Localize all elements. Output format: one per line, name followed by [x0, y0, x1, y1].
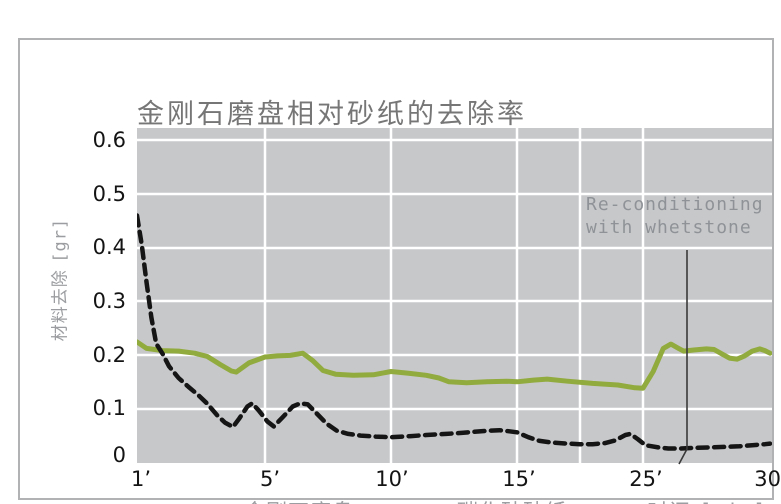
annotation-text: Re-conditioning with whetstone — [586, 193, 764, 239]
x-axis-label-unit: [min] — [699, 500, 767, 504]
x-tick-10: 10’ — [375, 467, 409, 491]
x-tick-15: 15’ — [502, 467, 536, 491]
y-tick-0: 0 — [112, 443, 126, 467]
x-tick-25: 25’ — [629, 467, 663, 491]
chart-frame: 金刚石磨盘相对砂纸的去除率 0.6 0.5 0.4 0.3 0.2 0.1 0 … — [18, 38, 781, 504]
y-axis-label-text: 材料去除 — [50, 269, 71, 342]
annotation-line-2: with whetstone — [586, 217, 752, 238]
x-tick-1: 1’ — [130, 467, 152, 491]
y-tick-0.5: 0.5 — [92, 182, 126, 206]
annotation-line-1: Re-conditioning — [586, 194, 764, 215]
y-tick-0.2: 0.2 — [92, 343, 126, 367]
chart-title: 金刚石磨盘相对砂纸的去除率 — [137, 99, 527, 130]
x-tick-5: 5’ — [259, 467, 281, 491]
y-tick-0.1: 0.1 — [92, 396, 126, 420]
y-tick-0.3: 0.3 — [92, 289, 126, 313]
x-tick-30: 30’ — [754, 467, 781, 491]
legend-label-sic-sandpaper: 碳化硅砂纸 — [457, 496, 567, 504]
y-tick-0.4: 0.4 — [92, 235, 126, 259]
y-tick-0.6: 0.6 — [92, 128, 126, 152]
y-axis-label: 材料去除 [gr] — [46, 180, 71, 380]
x-axis-label: 时间 [min] — [647, 496, 767, 504]
y-axis-label-unit: [gr] — [50, 217, 71, 263]
x-axis-label-text: 时间 — [647, 500, 691, 504]
plot-area — [137, 128, 772, 463]
legend-label-diamond-disc: 金刚石磨盘 — [244, 496, 354, 504]
